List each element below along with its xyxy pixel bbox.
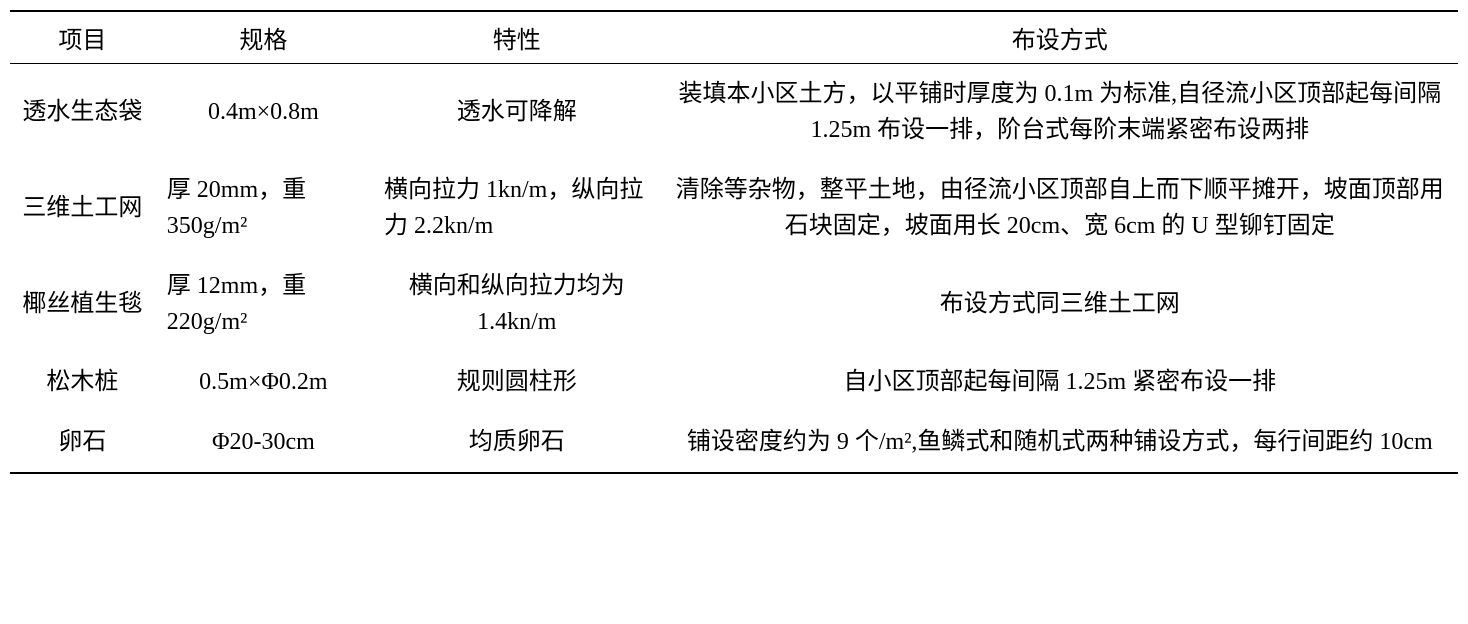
cell-feature: 规则圆柱形 bbox=[372, 352, 662, 412]
header-item: 项目 bbox=[10, 11, 155, 64]
cell-layout: 布设方式同三维土工网 bbox=[662, 256, 1458, 352]
cell-feature: 横向拉力 1kn/m，纵向拉力 2.2kn/m bbox=[372, 160, 662, 256]
cell-item: 三维土工网 bbox=[10, 160, 155, 256]
cell-spec: 厚 12mm，重220g/m² bbox=[155, 256, 372, 352]
table-row: 三维土工网 厚 20mm，重350g/m² 横向拉力 1kn/m，纵向拉力 2.… bbox=[10, 160, 1458, 256]
table-row: 椰丝植生毯 厚 12mm，重220g/m² 横向和纵向拉力均为 1.4kn/m … bbox=[10, 256, 1458, 352]
header-feature: 特性 bbox=[372, 11, 662, 64]
cell-spec: Φ20-30cm bbox=[155, 412, 372, 473]
table-row: 透水生态袋 0.4m×0.8m 透水可降解 装填本小区土方，以平铺时厚度为 0.… bbox=[10, 64, 1458, 161]
cell-item: 松木桩 bbox=[10, 352, 155, 412]
cell-layout: 铺设密度约为 9 个/m²,鱼鳞式和随机式两种铺设方式，每行间距约 10cm bbox=[662, 412, 1458, 473]
cell-feature: 透水可降解 bbox=[372, 64, 662, 161]
cell-item: 透水生态袋 bbox=[10, 64, 155, 161]
cell-spec: 厚 20mm，重350g/m² bbox=[155, 160, 372, 256]
cell-feature: 均质卵石 bbox=[372, 412, 662, 473]
header-spec: 规格 bbox=[155, 11, 372, 64]
cell-spec: 0.5m×Φ0.2m bbox=[155, 352, 372, 412]
table-row: 松木桩 0.5m×Φ0.2m 规则圆柱形 自小区顶部起每间隔 1.25m 紧密布… bbox=[10, 352, 1458, 412]
data-table: 项目 规格 特性 布设方式 透水生态袋 0.4m×0.8m 透水可降解 装填本小… bbox=[10, 10, 1458, 474]
cell-spec: 0.4m×0.8m bbox=[155, 64, 372, 161]
cell-item: 椰丝植生毯 bbox=[10, 256, 155, 352]
cell-layout: 自小区顶部起每间隔 1.25m 紧密布设一排 bbox=[662, 352, 1458, 412]
cell-layout: 装填本小区土方，以平铺时厚度为 0.1m 为标准,自径流小区顶部起每间隔 1.2… bbox=[662, 64, 1458, 161]
header-layout: 布设方式 bbox=[662, 11, 1458, 64]
cell-item: 卵石 bbox=[10, 412, 155, 473]
table-body: 透水生态袋 0.4m×0.8m 透水可降解 装填本小区土方，以平铺时厚度为 0.… bbox=[10, 64, 1458, 474]
table-row: 卵石 Φ20-30cm 均质卵石 铺设密度约为 9 个/m²,鱼鳞式和随机式两种… bbox=[10, 412, 1458, 473]
header-row: 项目 规格 特性 布设方式 bbox=[10, 11, 1458, 64]
cell-layout: 清除等杂物，整平土地，由径流小区顶部自上而下顺平摊开，坡面顶部用石块固定，坡面用… bbox=[662, 160, 1458, 256]
cell-feature: 横向和纵向拉力均为 1.4kn/m bbox=[372, 256, 662, 352]
table-header: 项目 规格 特性 布设方式 bbox=[10, 11, 1458, 64]
